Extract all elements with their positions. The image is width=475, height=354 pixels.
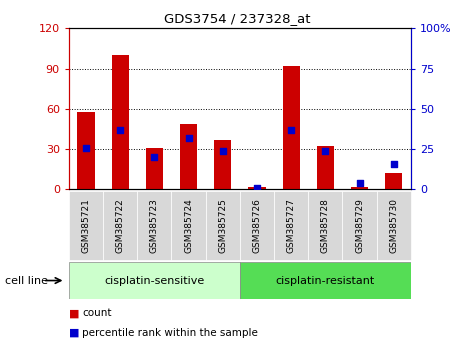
FancyBboxPatch shape — [206, 191, 240, 260]
Text: percentile rank within the sample: percentile rank within the sample — [82, 328, 258, 338]
Text: cell line: cell line — [5, 275, 48, 286]
Bar — [112, 55, 129, 189]
FancyBboxPatch shape — [69, 191, 103, 260]
Bar — [180, 124, 197, 189]
Point — [253, 185, 261, 190]
FancyBboxPatch shape — [240, 262, 411, 299]
Text: GSM385726: GSM385726 — [253, 198, 261, 253]
Text: GSM385722: GSM385722 — [116, 198, 124, 253]
Text: GSM385730: GSM385730 — [390, 198, 398, 253]
FancyBboxPatch shape — [377, 191, 411, 260]
Text: GSM385729: GSM385729 — [355, 198, 364, 253]
Bar — [77, 112, 95, 189]
Text: GSM385721: GSM385721 — [82, 198, 90, 253]
Text: ■: ■ — [69, 328, 79, 338]
Point — [356, 180, 363, 186]
FancyBboxPatch shape — [137, 191, 171, 260]
Point — [82, 145, 90, 150]
FancyBboxPatch shape — [308, 191, 342, 260]
Text: GSM385724: GSM385724 — [184, 198, 193, 253]
Point — [116, 127, 124, 133]
Text: cisplatin-sensitive: cisplatin-sensitive — [104, 275, 205, 286]
Text: GSM385723: GSM385723 — [150, 198, 159, 253]
Text: GDS3754 / 237328_at: GDS3754 / 237328_at — [164, 12, 311, 25]
Point — [151, 154, 158, 160]
FancyBboxPatch shape — [240, 191, 274, 260]
FancyBboxPatch shape — [342, 191, 377, 260]
Text: GSM385728: GSM385728 — [321, 198, 330, 253]
Bar — [283, 66, 300, 189]
Bar — [385, 173, 402, 189]
Bar — [351, 187, 368, 189]
FancyBboxPatch shape — [171, 191, 206, 260]
Bar — [146, 148, 163, 189]
FancyBboxPatch shape — [69, 262, 240, 299]
FancyBboxPatch shape — [103, 191, 137, 260]
Text: cisplatin-resistant: cisplatin-resistant — [276, 275, 375, 286]
Bar — [248, 187, 266, 189]
Bar — [317, 147, 334, 189]
FancyBboxPatch shape — [274, 191, 308, 260]
Point — [287, 127, 295, 133]
Text: GSM385727: GSM385727 — [287, 198, 295, 253]
Point — [390, 161, 398, 166]
Point — [185, 135, 192, 141]
Point — [322, 148, 329, 154]
Text: ■: ■ — [69, 308, 79, 318]
Text: count: count — [82, 308, 112, 318]
Bar — [214, 140, 231, 189]
Point — [219, 148, 227, 154]
Text: GSM385725: GSM385725 — [218, 198, 227, 253]
